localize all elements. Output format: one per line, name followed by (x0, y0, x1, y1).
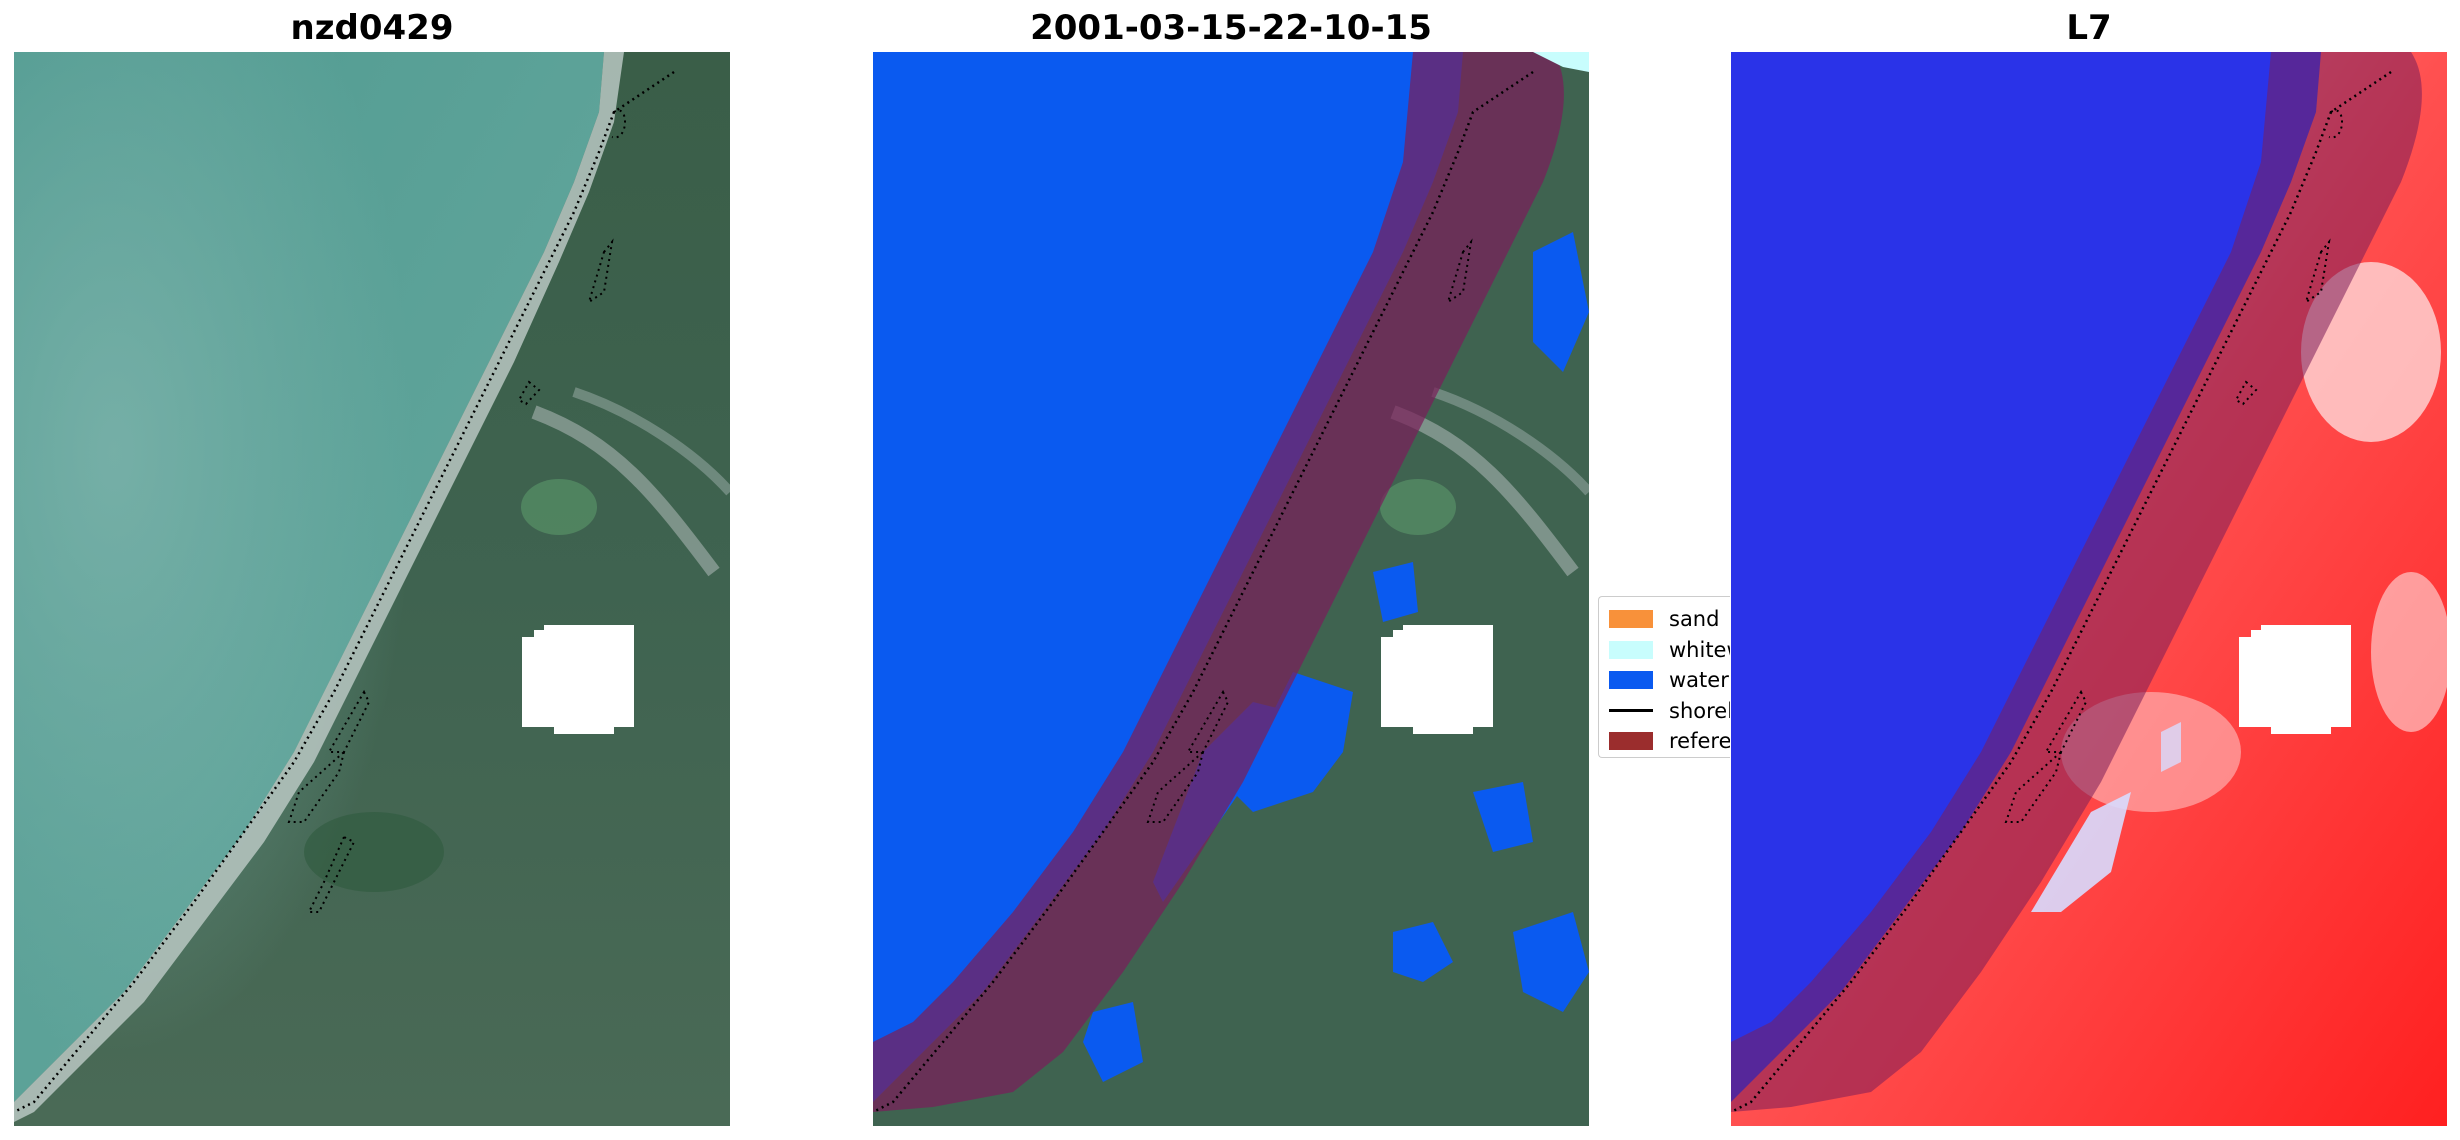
shoreline-island-4 (1146, 749, 1205, 823)
rgb-image-panel (14, 52, 730, 1126)
water-class-patch-5 (1373, 562, 1418, 622)
legend-item-water: water (1609, 665, 1730, 696)
whitewater-swatch (1609, 640, 1653, 659)
water-index-region (1731, 52, 2321, 1102)
shoreline-island-2 (2234, 380, 2258, 406)
water-class-patch-6 (1473, 782, 1533, 852)
water-class-inland-2 (1233, 672, 1353, 812)
shoreline-island-4 (287, 749, 346, 823)
index-image (1731, 52, 2447, 1126)
legend-item-shoreline: shoreline (1609, 696, 1730, 727)
shoreline-island-2 (517, 380, 541, 406)
water-class-patch-3 (1083, 1002, 1143, 1082)
lagoon (304, 812, 444, 892)
lagoon-index (2031, 792, 2131, 912)
classified-image-panel (873, 52, 1589, 1126)
panel-title-rgb: nzd0429 (290, 8, 454, 48)
bright-land-2 (2371, 572, 2447, 732)
legend-item-sand: sand (1609, 604, 1730, 635)
shoreline-island-4 (2004, 749, 2063, 823)
water-class-patch (1393, 922, 1453, 982)
reference-buffer (1731, 52, 2422, 1112)
rgb-image (14, 52, 730, 1126)
cloud-mask (1381, 625, 1493, 734)
legend-label-reference: reference (1669, 729, 1730, 754)
vegetation-patch (1380, 479, 1456, 535)
legend-label-water: water (1669, 668, 1729, 693)
reference-buffer (873, 52, 1564, 1112)
cloud-mask (522, 625, 634, 734)
water-swatch (1609, 671, 1653, 690)
vegetation-patch (521, 479, 597, 535)
index-image-panel (1731, 52, 2447, 1126)
sea-haze (14, 52, 514, 1052)
whitewater-class (1533, 52, 1589, 72)
water-class-patch-4 (1533, 232, 1589, 372)
river-channel-2 (572, 387, 730, 496)
water-class-region (873, 52, 1463, 1102)
water-class-patch-2 (1513, 912, 1589, 1012)
cloud-mask (2239, 625, 2351, 734)
reference-swatch (1609, 732, 1653, 751)
river-channel (531, 405, 720, 577)
panel-title-classified: 2001-03-15-22-10-15 (1030, 8, 1432, 48)
legend-label-shoreline: shoreline (1669, 698, 1730, 723)
shoreline-line (1609, 709, 1653, 713)
legend-item-reference: reference (1609, 726, 1730, 757)
sand-swatch (1609, 610, 1653, 629)
river-channel-2 (1431, 387, 1589, 496)
lagoon-index-2 (2161, 722, 2181, 772)
classified-image (873, 52, 1589, 1126)
panel-title-index: L7 (2066, 8, 2112, 48)
legend-label-sand: sand (1669, 607, 1720, 632)
